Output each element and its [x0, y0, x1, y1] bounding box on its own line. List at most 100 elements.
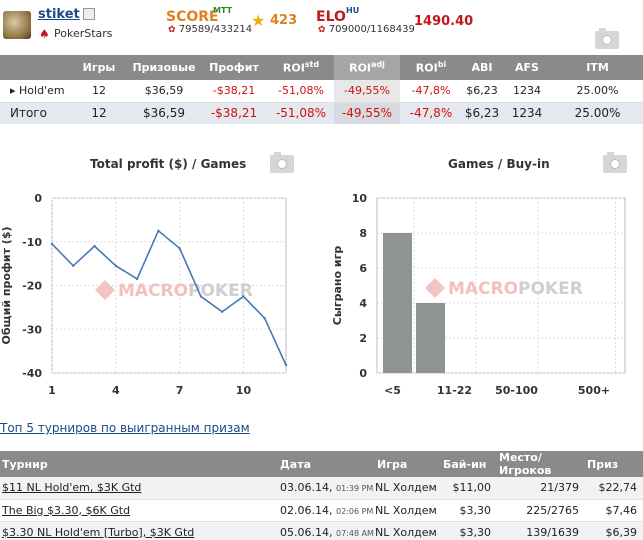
data-point	[263, 317, 266, 320]
y-tick-label: 6	[359, 262, 367, 275]
x-tick-label: <5	[384, 384, 401, 397]
cell-buyin: $11,00	[441, 477, 497, 500]
tournaments-header-row: Турнир Дата Игра Бай-ин Место/Игроков Пр…	[0, 451, 643, 477]
data-point	[178, 247, 181, 250]
table-row: $11 NL Hold'em, $3K Gtd 03.06.14, 01:39 …	[0, 477, 643, 500]
row-total-name: Итого	[0, 102, 70, 124]
cell-roi-bi: -47,8%	[400, 102, 462, 124]
profit-chart-title: Total profit ($) / Games	[90, 157, 247, 171]
avatar[interactable]	[3, 11, 31, 39]
cell-roi-adj: -49,55%	[334, 102, 400, 124]
stats-row[interactable]: ▸ Hold'em 12 $36,59 -$38,21 -51,08% -49,…	[0, 80, 643, 103]
table-row: $3.30 NL Hold'em [Turbo], $3K Gtd 05.06.…	[0, 521, 643, 540]
cell-game: NL Холдем	[375, 499, 441, 522]
y-tick-label: -40	[22, 367, 42, 380]
y-tick-label: 0	[34, 192, 42, 205]
y-tick-label: 4	[359, 297, 367, 310]
cell-game: NL Холдем	[375, 521, 441, 540]
buyin-chart: 10 8 6 4 2 0 <5 11-22 50-100 500+ MACRO POKER Сыгран…	[331, 192, 626, 397]
camera-icon[interactable]	[595, 28, 619, 49]
score-label: SCORE	[166, 9, 219, 25]
data-point	[135, 277, 139, 281]
camera-icon[interactable]	[270, 152, 294, 173]
col-header-game[interactable]: Игра	[375, 451, 441, 477]
cell-games: 12	[70, 80, 128, 103]
tournament-link[interactable]: The Big $3.30, $6K Gtd	[0, 499, 278, 522]
cell-prize: $6,39	[585, 521, 643, 540]
col-header-profit[interactable]: Профит	[200, 55, 268, 80]
col-header-buyin[interactable]: Бай-ин	[441, 451, 497, 477]
cell-profit: -$38,21	[200, 102, 268, 124]
x-tick-label: 10	[236, 384, 252, 397]
x-tick-label: 500+	[578, 384, 610, 397]
col-header-prize[interactable]: Приз	[585, 451, 643, 477]
cell-date: 03.06.14, 01:39 PM	[278, 477, 375, 500]
cell-date: 02.06.14, 02:06 PM	[278, 499, 375, 522]
elo-value: 1490.40	[414, 14, 474, 29]
watermark-poker: POKER	[518, 279, 583, 299]
medal-icon: ✿	[318, 25, 326, 35]
tournament-link[interactable]: $11 NL Hold'em, $3K Gtd	[0, 477, 278, 500]
x-tick-label: 50-100	[495, 384, 538, 397]
stats-header-row: Игры Призовые Профит ROIstd ROIadj ROIbi…	[0, 55, 643, 80]
score-rank: ✿ 79589/433214	[168, 24, 253, 35]
col-header-afs[interactable]: AFS	[502, 55, 552, 80]
watermark-macro: MACRO	[448, 279, 518, 299]
x-tick-label: 4	[112, 384, 120, 397]
col-header-roi-adj[interactable]: ROIadj	[334, 55, 400, 80]
data-point	[157, 229, 160, 233]
col-header-tournament[interactable]: Турнир	[0, 451, 278, 477]
watermark-macro: MACRO	[118, 281, 188, 301]
col-header-itm[interactable]: ITM	[552, 55, 643, 80]
col-header-roi-bi[interactable]: ROIbi	[400, 55, 462, 80]
elo-rank: ✿ 709000/1168439	[318, 24, 415, 35]
tournament-link[interactable]: $3.30 NL Hold'em [Turbo], $3K Gtd	[0, 521, 278, 540]
user-flag-icon	[83, 8, 95, 20]
col-header-prize[interactable]: Призовые	[128, 55, 200, 80]
cell-abi: $6,23	[462, 102, 502, 124]
username-link[interactable]: stiket	[38, 7, 80, 22]
camera-icon[interactable]	[603, 152, 627, 173]
star-icon: ★	[251, 11, 266, 30]
data-point	[114, 264, 118, 268]
watermark-logo-icon	[95, 280, 115, 300]
row-game-name: ▸ Hold'em	[0, 80, 70, 103]
tournaments-table: Турнир Дата Игра Бай-ин Место/Игроков Пр…	[0, 451, 643, 540]
cell-roi-adj: -49,55%	[334, 80, 400, 103]
cell-prize: $36,59	[128, 102, 200, 124]
data-point	[199, 295, 203, 298]
cell-buyin: $3,30	[441, 499, 497, 522]
top5-link[interactable]: Топ 5 турниров по выигранным призам	[0, 421, 250, 435]
x-tick-label: 7	[176, 384, 184, 397]
data-point	[242, 295, 245, 298]
profit-chart: 0 -10 -20 -30 -40 1 4 7 10 MACRO POKER Общий профит…	[0, 192, 288, 397]
cell-roi-std: -51,08%	[268, 102, 334, 124]
score-type: MTT	[213, 6, 233, 15]
watermark-logo-icon	[425, 278, 445, 298]
col-header-games[interactable]: Игры	[70, 55, 128, 80]
cell-place: 139/1639	[497, 521, 585, 540]
col-header-place[interactable]: Место/Игроков	[497, 451, 585, 477]
medal-icon: ✿	[168, 25, 176, 35]
cell-prize: $22,74	[585, 477, 643, 500]
table-row: The Big $3.30, $6K Gtd 02.06.14, 02:06 P…	[0, 499, 643, 522]
macropoker-watermark: MACRO POKER	[95, 280, 253, 301]
y-tick-label: 8	[359, 227, 367, 240]
col-header-abi[interactable]: ABI	[462, 55, 502, 80]
col-header-name	[0, 55, 70, 80]
y-tick-label: 2	[359, 332, 367, 345]
profile-header: stiket ♠ PokerStars SCORE MTT ✿ 79589/43…	[0, 0, 643, 52]
room-name: PokerStars	[54, 27, 113, 40]
pokerstars-icon: ♠	[39, 27, 50, 41]
cell-abi: $6,23	[462, 80, 502, 103]
watermark-poker: POKER	[188, 281, 253, 301]
y-axis-label: Общий профит ($)	[0, 226, 13, 344]
col-header-date[interactable]: Дата	[278, 451, 375, 477]
y-tick-label: -20	[22, 280, 42, 293]
col-header-roi-std[interactable]: ROIstd	[268, 55, 334, 80]
x-tick-label: 1	[48, 384, 56, 397]
cell-place: 21/379	[497, 477, 585, 500]
cell-roi-bi: -47,8%	[400, 80, 462, 103]
buyin-chart-title: Games / Buy-in	[448, 157, 550, 171]
x-tick-label: 11-22	[437, 384, 472, 397]
